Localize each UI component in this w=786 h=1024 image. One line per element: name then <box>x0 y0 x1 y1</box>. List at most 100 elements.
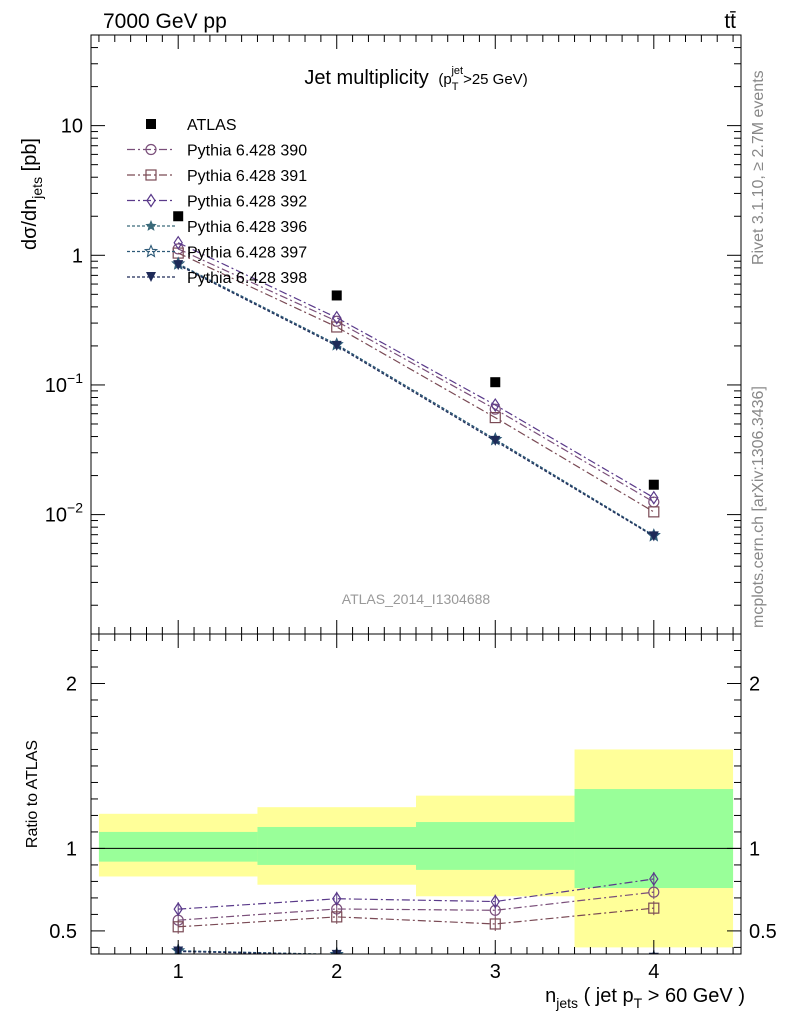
x-axis-label: njets ( jet pT > 60 GeV ) <box>545 985 745 1011</box>
energy-label: 7000 GeV pp <box>103 10 227 33</box>
ratio-series-1 <box>172 901 660 934</box>
x-tick-label: 2 <box>331 961 342 983</box>
ratio-y-tick-label-right: 1 <box>749 838 760 860</box>
legend-item: Pythia 6.428 396 <box>127 219 307 236</box>
main-plot-panel: 10−2 10−1 1 10 Jet multiplicity (pTjet>25 G… <box>19 34 742 635</box>
legend-marker <box>143 244 159 258</box>
x-tick-label: 1 <box>173 961 184 983</box>
legend-marker <box>146 193 156 208</box>
ratio-data-point <box>490 894 500 909</box>
main-y-tick-label: 10−1 <box>45 370 83 397</box>
legend-item: Pythia 6.428 390 <box>127 143 307 160</box>
ratio-stat-uncertainty-band <box>257 826 416 865</box>
ratio-y-axis-label: Ratio to ATLAS <box>24 740 41 848</box>
ratio-y-tick-label: 1 <box>66 838 77 860</box>
main-data-point <box>490 377 501 388</box>
ratio-y-tick-label-right: 0.5 <box>749 921 777 943</box>
analysis-label: ATLAS_2014_I1304688 <box>342 591 491 607</box>
x-tick-label: 3 <box>490 961 501 983</box>
main-series-line <box>177 263 655 537</box>
chart-title-suffix-open: (p <box>438 71 451 88</box>
legend-item: Pythia 6.428 392 <box>127 193 307 211</box>
main-series-4 <box>172 258 660 541</box>
ratio-y-tick-label: 0.5 <box>49 921 77 943</box>
main-data-point <box>331 290 342 301</box>
legend-item: Pythia 6.428 391 <box>127 168 307 185</box>
chart-title-sub-T: T <box>452 81 459 93</box>
main-data-point <box>331 321 343 333</box>
legend-item: Pythia 6.428 398 <box>127 270 307 287</box>
main-data-point <box>648 506 660 518</box>
ratio-data-point <box>173 902 183 917</box>
main-data-point <box>331 315 343 327</box>
ratio-data-point <box>332 891 342 906</box>
ratio-y-tick-label: 2 <box>66 673 77 695</box>
ratio-stat-uncertainty-band <box>98 831 258 862</box>
x-tick-label: 4 <box>648 961 659 983</box>
main-data-point <box>490 435 501 446</box>
main-data-point <box>648 531 659 542</box>
main-data-point <box>173 235 183 250</box>
legend-label: Pythia 6.428 398 <box>187 270 307 287</box>
ratio-plot-panel: 0.5 0.5 1 1 2 2 1 2 3 4 Ratio to ATLAS njets ( je… <box>24 633 777 1011</box>
main-data-point <box>648 479 659 490</box>
ratio-data-point <box>648 886 660 898</box>
main-series-line <box>177 248 655 503</box>
main-data-point <box>490 397 500 413</box>
legend-marker <box>146 272 156 282</box>
main-series-line <box>177 264 655 537</box>
legend-label: Pythia 6.428 396 <box>187 219 307 236</box>
legend-label: Pythia 6.428 391 <box>187 168 307 185</box>
ratio-data-point <box>331 911 343 923</box>
legend-label: Pythia 6.428 392 <box>187 194 307 211</box>
legend-label: ATLAS <box>187 117 237 134</box>
legend-marker <box>146 119 156 129</box>
main-series-2 <box>172 247 660 518</box>
ratio-data-point <box>172 921 184 933</box>
legend-label: Pythia 6.428 397 <box>187 245 307 262</box>
main-series-3 <box>173 235 659 505</box>
legend-marker <box>145 169 157 181</box>
ratio-y-tick-label-right: 2 <box>749 673 760 695</box>
main-data-point <box>331 340 342 351</box>
ratio-data-point <box>329 947 344 954</box>
chart-title-suffix-close: >25 GeV) <box>463 71 528 88</box>
main-y-tick-label: 10−2 <box>45 500 83 527</box>
ratio-stat-uncertainty-band <box>416 822 575 870</box>
legend-label: Pythia 6.428 390 <box>187 143 307 160</box>
legend-item: ATLAS <box>146 117 237 134</box>
chart-title-sup-jet: jet <box>450 65 463 77</box>
main-data-point <box>489 411 501 424</box>
main-data-point <box>332 310 342 325</box>
main-data-point <box>489 403 501 415</box>
main-data-point <box>173 211 184 222</box>
ratio-data-point <box>649 871 659 887</box>
legend-marker <box>145 220 157 231</box>
mcplots-text: mcplots.cern.ch [arXiv:1306.3436] <box>750 386 767 628</box>
main-series-line <box>177 252 655 513</box>
svg-text:dσ/dnjets [pb]: dσ/dnjets [pb] <box>19 138 45 250</box>
ratio-data-point <box>648 902 660 914</box>
chart-title-main: Jet multiplicity <box>304 67 428 89</box>
rivet-version-text: Rivet 3.1.10, ≥ 2.7M events <box>750 70 767 265</box>
main-series-6 <box>173 260 659 542</box>
main-series-line <box>177 263 655 537</box>
legend-item: Pythia 6.428 397 <box>127 244 307 262</box>
chart-title: Jet multiplicity (pTjet>25 GeV) <box>304 65 527 93</box>
main-y-tick-label: 10 <box>61 116 83 138</box>
main-series-5 <box>171 256 661 542</box>
main-data-point <box>649 490 659 505</box>
main-series-0 <box>173 211 659 490</box>
legend: ATLAS Pythia 6.428 390 Pythia 6.428 391 Pyt… <box>127 117 307 287</box>
ratio-plot-frame <box>90 633 742 955</box>
ratio-stat-uncertainty-band <box>574 789 734 889</box>
legend-marker <box>145 143 157 156</box>
ratio-data-point <box>489 918 501 930</box>
main-y-axis-label: dσ/dnjets [pb] <box>19 138 45 250</box>
ratio-series-2 <box>173 871 659 917</box>
main-y-tick-label: 1 <box>72 245 83 267</box>
main-data-point <box>173 260 184 271</box>
main-series-line <box>177 242 655 499</box>
process-label: tt̄ <box>724 10 736 33</box>
